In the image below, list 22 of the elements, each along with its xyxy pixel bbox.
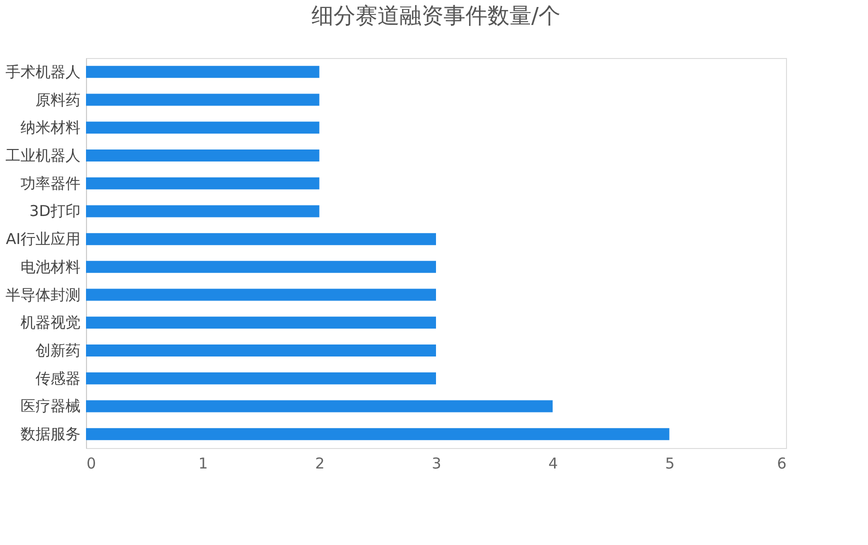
y-tick-label: 数据服务 [20,425,80,444]
y-tick-label: AI行业应用 [6,230,80,248]
y-tick-label: 3D打印 [29,202,80,220]
x-tick-label: 2 [315,454,325,472]
y-tick-label: 半导体封测 [6,286,80,304]
y-tick-label: 功率器件 [20,174,80,192]
x-tick-label: 3 [432,454,442,472]
y-tick-label: 电池材料 [20,258,80,276]
y-tick-label: 手术机器人 [6,62,80,81]
y-tick-label: 纳米材料 [20,118,80,137]
x-tick-label: 1 [198,454,208,472]
x-tick-label: 4 [548,454,558,472]
y-tick-label: 传感器 [36,369,80,388]
y-tick-label: 医疗器械 [20,397,80,416]
y-tick-label: 工业机器人 [6,146,80,164]
y-tick-label: 创新药 [36,342,80,360]
x-tick-label: 0 [86,454,96,472]
x-tick-label: 6 [776,454,786,472]
y-tick-label: 机器视觉 [20,314,80,332]
x-tick-label: 5 [665,454,675,472]
y-tick-label: 原料药 [36,90,80,109]
chart-title: 细分赛道融资事件数量/个 [311,4,561,29]
